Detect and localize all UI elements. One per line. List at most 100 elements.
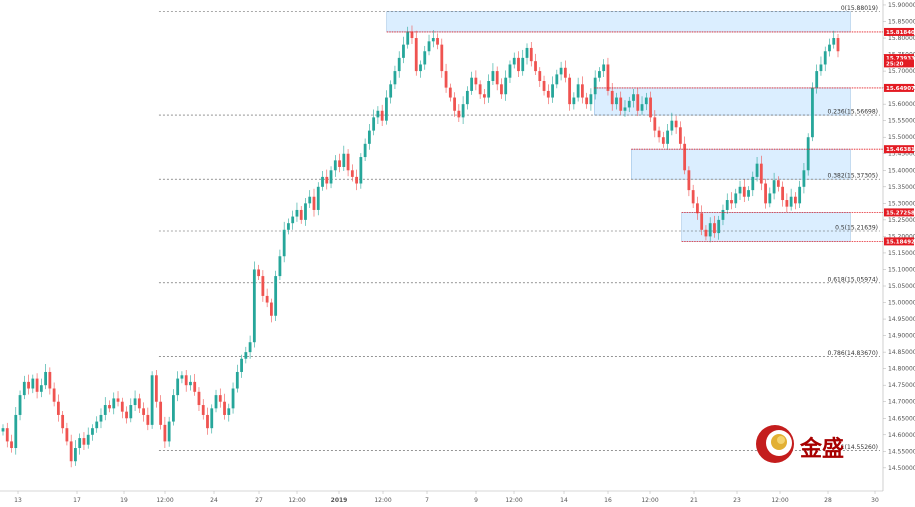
price-label-box-0 — [884, 27, 914, 36]
candle-body-147 — [627, 100, 631, 108]
x-tick-label-18: 28 — [824, 497, 832, 504]
candle-body-38 — [163, 424, 167, 442]
candle-body-162 — [691, 190, 695, 204]
candle-body-184 — [785, 200, 789, 207]
y-tick-label-11: 15.05000 — [888, 283, 915, 290]
y-tick-label-2: 14.60000 — [888, 432, 915, 439]
candle-body-159 — [678, 127, 682, 144]
price-label-text-0: 15.81840 — [886, 30, 915, 36]
candle-body-178 — [759, 163, 763, 184]
candle-body-63 — [269, 302, 273, 316]
price-label-text-3: 15.64907 — [886, 86, 915, 92]
candle-body-106 — [453, 97, 456, 111]
candle-body-120 — [512, 57, 516, 65]
candle-body-32 — [137, 398, 141, 409]
candle-body-188 — [802, 170, 806, 187]
candle-body-149 — [636, 94, 640, 111]
candles-layer — [1, 25, 840, 468]
candle-body-169 — [721, 209, 725, 220]
candle-body-175 — [747, 190, 750, 197]
price-label-box-4 — [884, 145, 914, 154]
candle-body-30 — [129, 405, 133, 419]
y-tick-label-19: 15.45000 — [888, 151, 915, 158]
candle-body-50 — [214, 395, 218, 409]
candle-body-68 — [291, 216, 295, 224]
candle-body-35 — [150, 375, 154, 425]
candle-body-161 — [687, 170, 691, 191]
candle-body-25 — [108, 405, 111, 409]
candle-body-152 — [649, 97, 652, 118]
candle-body-140 — [598, 71, 601, 78]
candle-body-127 — [542, 81, 546, 91]
candle-body-182 — [776, 180, 780, 187]
candle-body-118 — [504, 77, 508, 95]
candle-body-179 — [764, 183, 767, 204]
candle-body-2 — [10, 441, 13, 449]
candle-body-158 — [674, 120, 678, 128]
candle-body-34 — [146, 414, 150, 425]
candle-body-195 — [832, 38, 836, 45]
candle-body-23 — [99, 414, 103, 422]
fib-label-4: 0.618(15.05974) — [828, 276, 879, 283]
candle-body-80 — [342, 153, 346, 167]
candle-body-78 — [333, 160, 337, 171]
candle-body-14 — [61, 414, 65, 429]
marker-layer — [386, 31, 883, 242]
candle-body-66 — [282, 229, 286, 257]
candle-body-76 — [325, 176, 329, 184]
x-tick-label-4: 24 — [210, 497, 218, 504]
candle-body-139 — [593, 77, 597, 95]
candle-body-123 — [525, 47, 529, 58]
price-label-box-1 — [884, 54, 914, 63]
y-tick-label-18: 15.40000 — [888, 167, 915, 174]
candle-body-134 — [572, 97, 576, 105]
candle-body-194 — [828, 44, 831, 52]
candle-body-181 — [772, 180, 776, 194]
price-label-box-3 — [884, 83, 914, 92]
candle-body-7 — [31, 378, 35, 389]
candle-body-1 — [5, 428, 9, 442]
fib-layer: 0(15.88019) 0.236(15.56698) 0.382(15.37305… — [158, 5, 880, 451]
fib-label-2: 0.382(15.37305) — [828, 173, 879, 180]
candle-body-151 — [644, 97, 648, 105]
candle-body-154 — [657, 130, 661, 138]
x-tick-label-16: 23 — [733, 497, 741, 504]
zone-rect-0 — [386, 11, 851, 33]
candle-body-110 — [470, 77, 474, 91]
price-label-box-6 — [884, 237, 914, 246]
zones-layer — [386, 11, 851, 242]
candle-body-167 — [713, 223, 716, 234]
candle-body-124 — [529, 47, 533, 62]
candle-body-101 — [431, 38, 435, 42]
candle-body-171 — [730, 200, 733, 204]
candle-body-8 — [35, 378, 39, 392]
candle-body-3 — [14, 414, 18, 449]
candle-body-96 — [410, 31, 414, 39]
fib-label-3: 0.5(15.21639) — [835, 224, 878, 231]
price-labels-layer: 15.8184015.7393325:2015.6490715.4638115.… — [884, 27, 915, 246]
x-tick-label-5: 27 — [255, 497, 263, 504]
candle-body-6 — [27, 381, 30, 389]
candle-body-132 — [563, 67, 567, 78]
candle-body-77 — [329, 170, 333, 184]
candle-body-190 — [811, 87, 814, 138]
candle-body-174 — [742, 186, 746, 197]
y-tick-label-8: 14.90000 — [888, 333, 915, 340]
candle-body-58 — [248, 342, 252, 353]
candle-body-41 — [176, 378, 180, 396]
watermark-brand-text: 金盛 — [799, 436, 844, 462]
candle-body-150 — [640, 104, 644, 111]
candle-body-42 — [180, 375, 184, 379]
candle-body-24 — [103, 405, 107, 415]
candle-body-136 — [580, 84, 584, 98]
candle-body-94 — [402, 44, 405, 58]
candle-body-105 — [448, 87, 452, 98]
y-tick-label-14: 15.20000 — [888, 233, 915, 240]
candle-body-99 — [423, 51, 427, 65]
candle-body-69 — [295, 209, 299, 217]
y-tick-label-12: 15.10000 — [888, 266, 915, 273]
candle-body-26 — [112, 398, 116, 409]
candle-body-57 — [244, 352, 248, 359]
candle-body-131 — [559, 67, 563, 75]
